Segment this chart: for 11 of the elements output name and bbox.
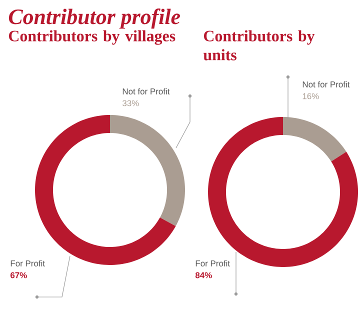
chart-subtitle: Contributors by units (203, 30, 315, 60)
data-label: 67% (10, 272, 27, 278)
data-label: 33% (122, 100, 139, 106)
data-label: 16% (302, 93, 319, 100)
slice-label: For Profit (196, 260, 230, 266)
chart-title: Contributor profile (8, 8, 180, 29)
legend-label: Not for Profit (122, 88, 170, 94)
slice-label: Not for Profit (302, 81, 350, 88)
data-label: 84% (195, 272, 212, 278)
chart-subtitle: Contributors by villages (8, 30, 176, 45)
slice-label: For Profit (10, 260, 45, 266)
